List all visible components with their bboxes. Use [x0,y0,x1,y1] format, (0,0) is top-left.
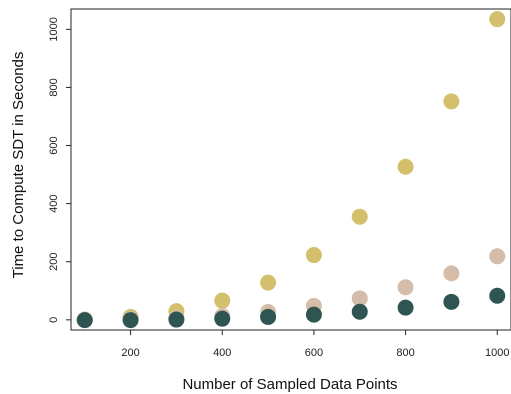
y-tick-label: 1000 [48,17,60,41]
series-3-point [260,308,277,325]
series-1-point [443,93,460,110]
series-2-point [443,265,460,282]
series-3-point [397,299,414,316]
x-tick-label: 600 [305,347,323,359]
series-3-point [351,303,368,320]
y-tick-label: 200 [48,253,60,271]
series-3-point [489,287,506,304]
y-tick-label: 800 [48,78,60,96]
x-tick-label: 200 [121,347,139,359]
series-3-point [214,310,231,327]
series-3-point [122,312,139,329]
series-3-point [305,306,322,323]
y-tick-label: 0 [48,317,60,323]
series-3-point [168,311,185,328]
plot-frame [70,8,511,331]
x-axis-title: Number of Sampled Data Points [182,376,397,393]
series-1-point [397,158,414,175]
series-1-point [260,274,277,291]
series-2-point [397,279,414,296]
series-2-point [489,248,506,265]
series-1-point [351,208,368,225]
series-3-point [443,293,460,310]
x-tick-label: 1000 [485,347,509,359]
series-3-point [76,312,93,329]
y-axis-title: Time to Compute SDT in Seconds [10,52,27,279]
series-1-point [305,247,322,264]
x-tick-label: 800 [396,347,414,359]
series-1-point [489,11,506,28]
y-tick-label: 400 [48,194,60,212]
x-tick-label: 400 [213,347,231,359]
series-2-point [351,290,368,307]
y-tick-label: 600 [48,136,60,154]
series-1-point [214,292,231,309]
